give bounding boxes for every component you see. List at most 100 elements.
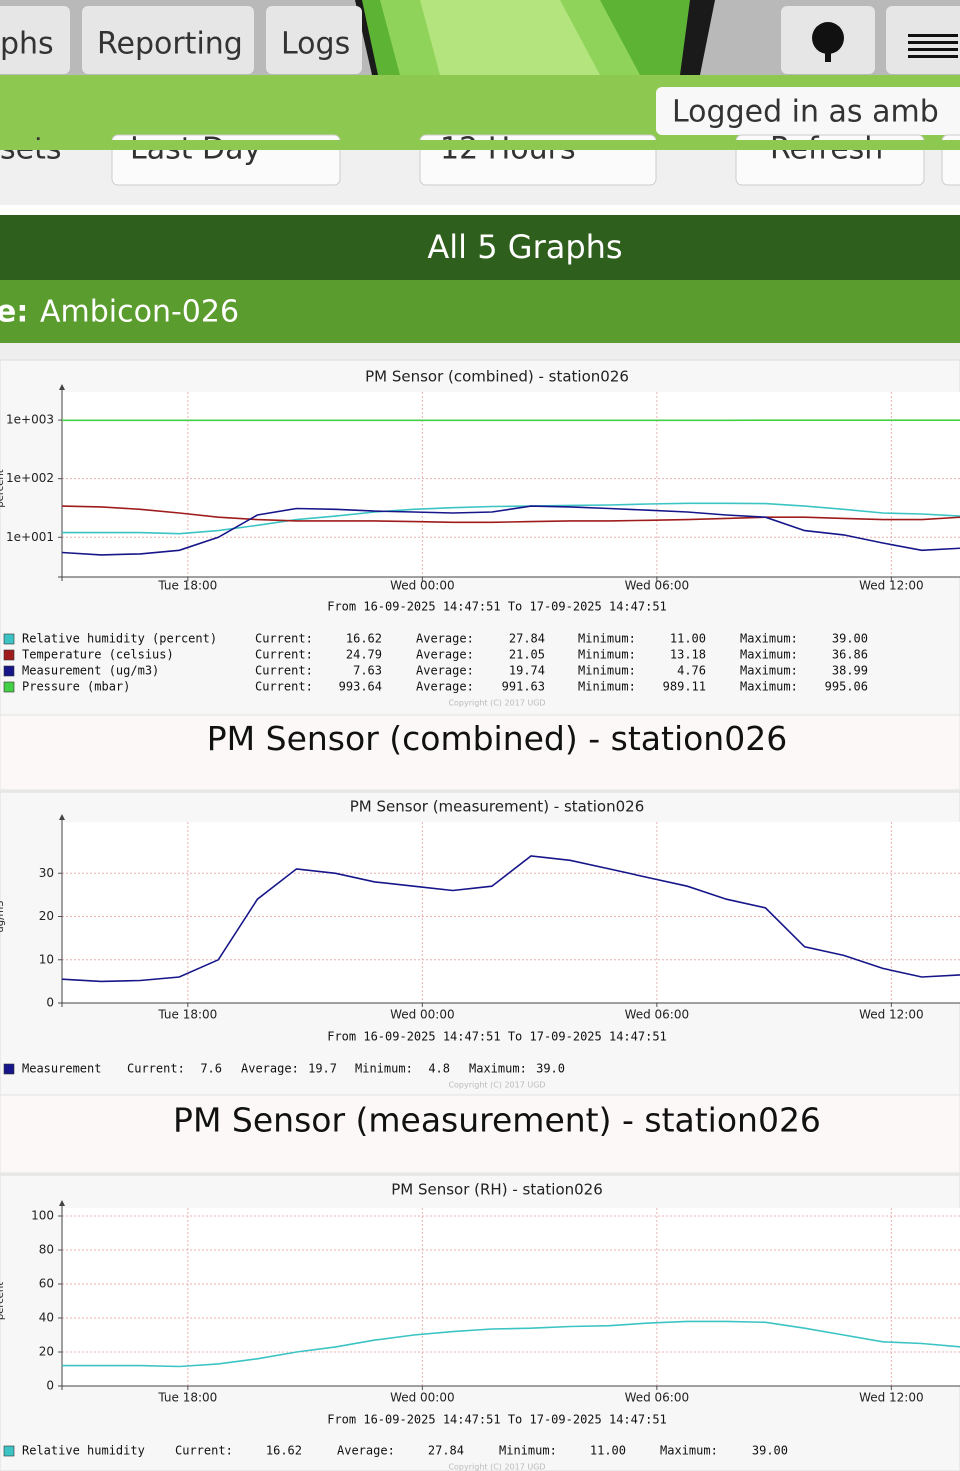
y-tick-label: 0 bbox=[46, 1379, 54, 1393]
stat-value: 989.11 bbox=[663, 680, 706, 694]
x-tick-label: Wed 12:00 bbox=[859, 579, 924, 593]
x-tick-label: Tue 18:00 bbox=[157, 1391, 217, 1405]
tab-label[interactable]: Reporting bbox=[97, 27, 243, 62]
stat-label: Maximum: bbox=[740, 648, 798, 662]
y-tick-label: 40 bbox=[39, 1311, 54, 1325]
y-tick-label: 100 bbox=[31, 1209, 54, 1223]
legend-label: Measurement bbox=[22, 1062, 101, 1076]
x-tick-label: Wed 00:00 bbox=[390, 579, 455, 593]
stat-label: Minimum: bbox=[578, 680, 636, 694]
x-tick-label: Wed 00:00 bbox=[390, 1008, 455, 1022]
stat-value: 39.00 bbox=[752, 1444, 788, 1458]
stat-label: Average: bbox=[416, 648, 474, 662]
plot-area bbox=[62, 822, 960, 1003]
stat-value: 27.84 bbox=[428, 1444, 464, 1458]
x-tick-label: Wed 12:00 bbox=[859, 1391, 924, 1405]
legend-label: Pressure (mbar) bbox=[22, 680, 130, 694]
stat-value: 27.84 bbox=[509, 632, 545, 646]
chart-title: PM Sensor (RH) - station026 bbox=[391, 1181, 603, 1199]
tree-icon bbox=[812, 22, 844, 62]
gap bbox=[0, 205, 960, 215]
stat-label: Maximum: bbox=[660, 1444, 718, 1458]
y-tick-label: 30 bbox=[39, 866, 54, 880]
plot-area bbox=[62, 1208, 960, 1386]
copyright: Copyright (C) 2017 UGD bbox=[448, 1081, 545, 1090]
login-box bbox=[656, 87, 960, 135]
y-tick-label: 0 bbox=[46, 996, 54, 1010]
stat-label: Current: bbox=[255, 664, 313, 678]
y-tick-label: 1e+001 bbox=[6, 530, 54, 544]
swoosh bbox=[355, 0, 715, 75]
stat-value: 4.8 bbox=[428, 1062, 450, 1076]
stat-value: 7.6 bbox=[200, 1062, 222, 1076]
stat-label: Current: bbox=[175, 1444, 233, 1458]
y-axis-label: percent bbox=[0, 1282, 6, 1320]
period: From 16-09-2025 14:47:51 To 17-09-2025 1… bbox=[327, 1030, 667, 1044]
x-tick-label: Tue 18:00 bbox=[157, 1008, 217, 1022]
site-prefix: e: bbox=[0, 295, 28, 330]
y-tick-label: 1e+003 bbox=[6, 413, 54, 427]
y-tick-label: 20 bbox=[39, 1345, 54, 1359]
period: From 16-09-2025 14:47:51 To 17-09-2025 1… bbox=[327, 1413, 667, 1427]
legend-label: Relative humidity bbox=[22, 1444, 145, 1458]
stat-label: Current: bbox=[255, 648, 313, 662]
series-line bbox=[61, 505, 960, 524]
series-line bbox=[62, 1320, 960, 1368]
legend-swatch bbox=[3, 681, 15, 693]
site-name: Ambicon-026 bbox=[40, 295, 239, 330]
legend-swatch bbox=[3, 1445, 15, 1457]
x-tick-label: Tue 18:00 bbox=[157, 579, 217, 593]
legend-swatch bbox=[3, 1063, 15, 1075]
x-tick-label: Wed 12:00 bbox=[859, 1008, 924, 1022]
caption: PM Sensor (measurement) - station026 bbox=[173, 1101, 821, 1140]
stat-value: 995.06 bbox=[825, 680, 868, 694]
x-tick-label: Wed 00:00 bbox=[390, 1391, 455, 1405]
axis-arrow bbox=[59, 384, 65, 390]
graphs-title: All 5 Graphs bbox=[427, 228, 622, 266]
legend-label: Relative humidity (percent) bbox=[22, 632, 217, 646]
stat-value: 39.00 bbox=[832, 632, 868, 646]
legend-label: Temperature (celsius) bbox=[22, 648, 174, 662]
tab[interactable] bbox=[0, 6, 70, 74]
stat-label: Current: bbox=[255, 632, 313, 646]
caption-band bbox=[0, 714, 960, 791]
y-axis-label: percent bbox=[0, 469, 6, 507]
series-line bbox=[61, 505, 960, 556]
stat-label: Maximum: bbox=[740, 632, 798, 646]
stat-label: Current: bbox=[127, 1062, 185, 1076]
stat-value: 38.99 bbox=[832, 664, 868, 678]
banner-edge bbox=[0, 140, 960, 150]
stat-value: 11.00 bbox=[670, 632, 706, 646]
period: From 16-09-2025 14:47:51 To 17-09-2025 1… bbox=[327, 600, 667, 614]
legend-label: Measurement (ug/m3) bbox=[22, 664, 159, 678]
y-tick-label: 80 bbox=[39, 1243, 54, 1257]
tab[interactable] bbox=[266, 6, 362, 74]
series-line bbox=[61, 855, 960, 983]
caption-band bbox=[0, 1094, 960, 1174]
graphs-header bbox=[0, 215, 960, 280]
copyright: Copyright (C) 2017 UGD bbox=[448, 1463, 545, 1471]
login-text: Logged in as amb bbox=[672, 95, 939, 130]
tab-label[interactable]: Logs bbox=[281, 27, 350, 62]
legend-swatch bbox=[3, 665, 15, 677]
stat-value: 11.00 bbox=[590, 1444, 626, 1458]
menu-button[interactable] bbox=[886, 6, 960, 74]
tab-label[interactable]: phs bbox=[0, 27, 54, 62]
stat-label: Minimum: bbox=[578, 664, 636, 678]
stat-label: Average: bbox=[416, 680, 474, 694]
tab[interactable] bbox=[82, 6, 254, 74]
stat-label: Maximum: bbox=[740, 664, 798, 678]
site-header bbox=[0, 280, 960, 343]
stat-value: 21.05 bbox=[509, 648, 545, 662]
copyright: Copyright (C) 2017 UGD bbox=[448, 699, 545, 708]
stat-label: Average: bbox=[416, 632, 474, 646]
stat-label: Maximum: bbox=[469, 1062, 527, 1076]
stat-label: Minimum: bbox=[578, 632, 636, 646]
menu-icon bbox=[908, 34, 958, 58]
stat-value: 19.7 bbox=[308, 1062, 337, 1076]
stat-label: Minimum: bbox=[578, 648, 636, 662]
stat-value: 991.63 bbox=[502, 680, 545, 694]
stat-label: Minimum: bbox=[499, 1444, 557, 1458]
axis-arrow bbox=[59, 814, 65, 820]
y-tick-label: 60 bbox=[39, 1277, 54, 1291]
